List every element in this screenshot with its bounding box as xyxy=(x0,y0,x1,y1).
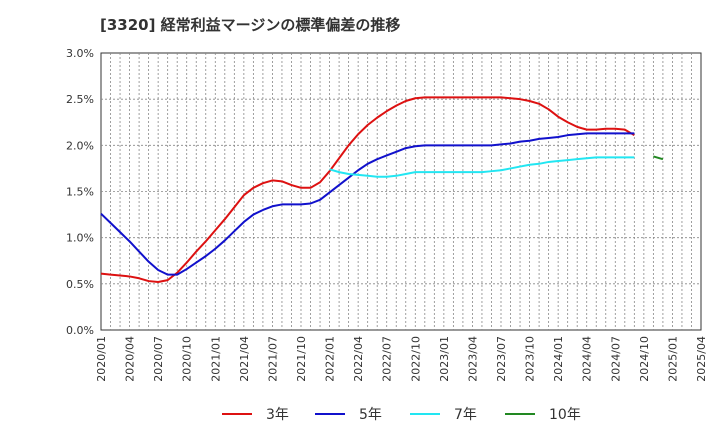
legend: 3年 5年 7年 10年 xyxy=(222,407,581,423)
x-tick-label: 2023/01 xyxy=(438,336,451,382)
y-tick-label: 1.0% xyxy=(66,232,94,245)
y-tick-label: 2.0% xyxy=(66,139,94,152)
x-tick-label: 2024/07 xyxy=(609,336,622,382)
x-tick-label: 2021/10 xyxy=(295,336,308,382)
x-tick-label: 2020/10 xyxy=(181,336,194,382)
chart-title: [3320] 経常利益マージンの標準偏差の推移 xyxy=(100,16,401,34)
series-layer xyxy=(100,96,664,283)
x-tick-label: 2022/04 xyxy=(352,336,365,382)
x-tick-label: 2022/01 xyxy=(324,336,337,382)
series-line xyxy=(100,132,635,276)
x-tick-label: 2020/01 xyxy=(95,336,108,382)
y-tick-label: 0.0% xyxy=(66,324,94,337)
legend-label: 10年 xyxy=(549,407,581,423)
legend-label: 7年 xyxy=(454,407,477,423)
x-tick-label: 2020/07 xyxy=(152,336,165,382)
x-tick-label: 2021/04 xyxy=(238,336,251,382)
legend-label: 3年 xyxy=(266,407,289,423)
x-tick-label: 2024/04 xyxy=(581,336,594,382)
x-tick-label: 2020/04 xyxy=(124,336,137,382)
y-tick-label: 0.5% xyxy=(66,278,94,291)
y-axis: 0.0% 0.5% 1.0% 1.5% 2.0% 2.5% 3.0% xyxy=(66,47,94,337)
x-tick-label: 2023/07 xyxy=(495,336,508,382)
x-tick-label: 2022/07 xyxy=(381,336,394,382)
x-tick-label: 2025/01 xyxy=(666,336,679,382)
x-tick-label: 2021/01 xyxy=(209,336,222,382)
y-tick-label: 1.5% xyxy=(66,186,94,199)
series-line xyxy=(329,156,635,178)
x-tick-label: 2024/01 xyxy=(552,336,565,382)
y-tick-label: 3.0% xyxy=(66,47,94,60)
x-tick-label: 2023/10 xyxy=(524,336,537,382)
series-line xyxy=(100,96,635,283)
series-line xyxy=(653,155,664,161)
y-tick-label: 2.5% xyxy=(66,93,94,106)
x-tick-label: 2024/10 xyxy=(638,336,651,382)
x-tick-label: 2025/04 xyxy=(695,336,708,382)
grid-lines xyxy=(101,53,701,330)
legend-label: 5年 xyxy=(359,407,382,423)
x-tick-label: 2023/04 xyxy=(466,336,479,382)
x-axis: 2020/01 2020/04 2020/07 2020/10 2021/01 2021/… xyxy=(95,336,708,382)
x-tick-label: 2021/07 xyxy=(266,336,279,382)
x-tick-label: 2022/10 xyxy=(409,336,422,382)
